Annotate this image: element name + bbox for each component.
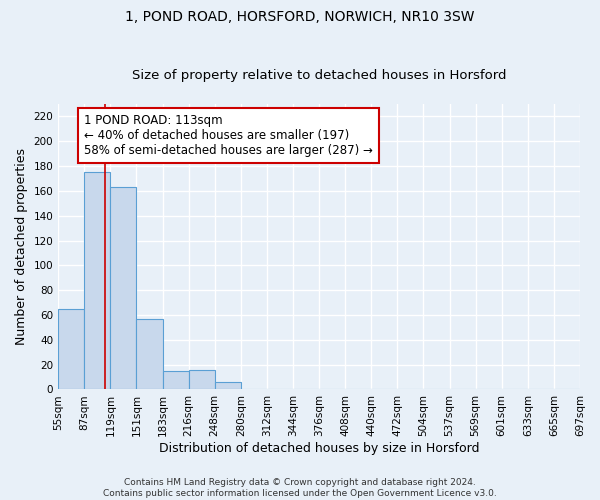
Bar <box>188 370 215 390</box>
Bar <box>110 187 136 390</box>
Y-axis label: Number of detached properties: Number of detached properties <box>15 148 28 345</box>
Text: 1, POND ROAD, HORSFORD, NORWICH, NR10 3SW: 1, POND ROAD, HORSFORD, NORWICH, NR10 3S… <box>125 10 475 24</box>
Bar <box>163 371 188 390</box>
Bar <box>84 172 110 390</box>
Bar <box>58 309 84 390</box>
X-axis label: Distribution of detached houses by size in Horsford: Distribution of detached houses by size … <box>159 442 479 455</box>
Title: Size of property relative to detached houses in Horsford: Size of property relative to detached ho… <box>132 69 506 82</box>
Text: 1 POND ROAD: 113sqm
← 40% of detached houses are smaller (197)
58% of semi-detac: 1 POND ROAD: 113sqm ← 40% of detached ho… <box>84 114 373 157</box>
Bar <box>215 382 241 390</box>
Bar <box>136 318 163 390</box>
Text: Contains HM Land Registry data © Crown copyright and database right 2024.
Contai: Contains HM Land Registry data © Crown c… <box>103 478 497 498</box>
